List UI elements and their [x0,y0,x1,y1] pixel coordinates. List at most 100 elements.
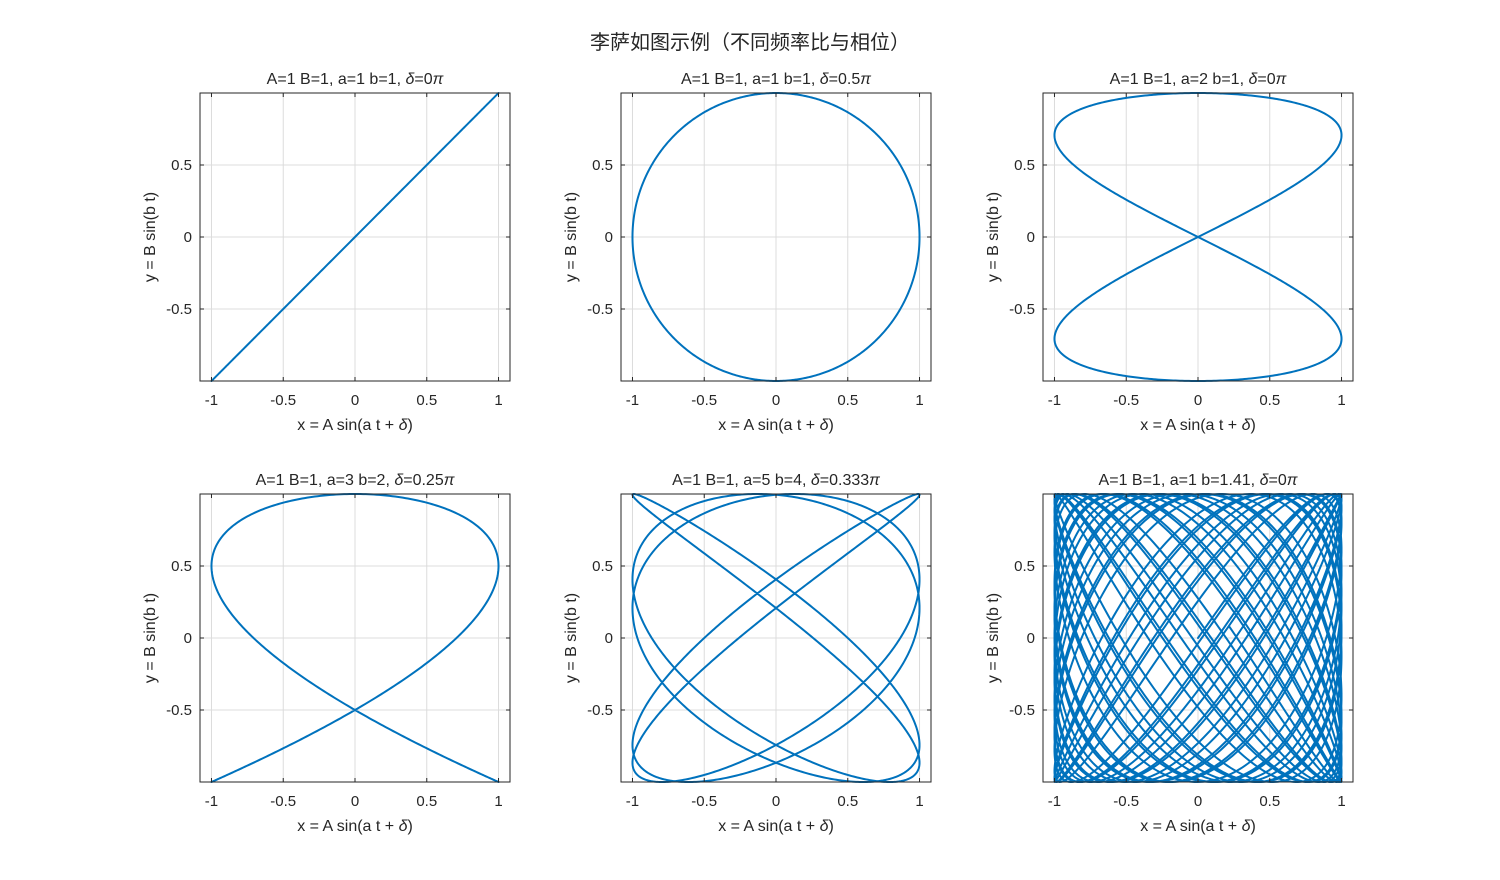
x-axis-label-part: x = A sin(a t + [297,417,398,434]
y-axis-label: y = B sin(b t) [142,593,159,683]
x-tick-label: 0 [351,793,359,810]
y-tick-label: -0.5 [1009,702,1035,719]
subplot-title: A=1 B=1, a=2 b=1, δ=0π [1110,71,1287,88]
x-tick-label: 0 [1194,392,1202,409]
subplot-title-part: =0 [1268,472,1286,489]
y-axis-label: y = B sin(b t) [985,593,1002,683]
subplot-title-part: δ [405,71,415,88]
subplot-title-part: A=1 B=1, a=3 b=2, [256,472,395,489]
x-axis-label-part: δ [820,818,830,835]
x-tick-label: -0.5 [691,793,717,810]
subplot-title-part: A=1 B=1, a=2 b=1, [1110,71,1249,88]
y-tick-label: 0.5 [171,157,192,174]
subplot-title-part: π [433,71,444,88]
subplot-3: -1 -0.5 0 0.5 1-0.500.5A=1 B=1, a=2 b=1, δ=0… [985,71,1354,434]
x-axis-label-part: δ [399,818,409,835]
lissajous-curve [631,493,921,783]
subplot-title: A=1 B=1, a=1 b=1, δ=0.5π [681,71,871,88]
x-axis-label-part: ) [828,417,833,434]
subplot-6: -1 -0.5 0 0.5 1 -0.5 0 0.5 A=1 B=1, a=1 b=1.41, … [985,472,1354,835]
x-tick-label: -1 [626,392,639,409]
lissajous-curve [1053,493,1343,783]
lissajous-curve [210,493,500,783]
y-tick-label: 0.5 [1014,157,1035,174]
x-tick-label: -0.5 [1113,392,1139,409]
y-tick-label: 0 [184,229,192,246]
x-axis-label-part: x = A sin(a t + [297,818,398,835]
subplot-title: A=1 B=1, a=1 b=1, δ=0π [267,71,444,88]
x-tick-label: -0.5 [1113,793,1139,810]
subplot-title-part: δ [820,71,830,88]
x-axis-label-part: δ [1242,818,1252,835]
x-tick-label: -0.5 [691,392,717,409]
subplot-title-part: δ [1248,71,1258,88]
subplot-title-part: =0 [1257,71,1275,88]
x-axis-label: x = A sin(a t + δ) [1140,818,1256,835]
y-tick-label: 0 [605,229,613,246]
subplot-2: -1 -0.5 0 0.5 1-0.500.5A=1 B=1, a=1 b=1, δ=0… [563,71,932,434]
lissajous-curve [210,92,500,382]
y-tick-label: 0.5 [592,157,613,174]
y-axis-label: y = B sin(b t) [563,593,580,683]
x-axis-label-part: δ [399,417,409,434]
x-axis-label-part: x = A sin(a t + [1140,818,1241,835]
x-tick-label: -1 [205,392,218,409]
subplot-title-part: π [860,71,871,88]
x-tick-label: 0 [351,392,359,409]
x-axis-label-part: ) [828,818,833,835]
x-tick-label: 0.5 [416,793,437,810]
x-axis-label: x = A sin(a t + δ) [718,818,834,835]
subplot-title-part: =0.25 [403,472,444,489]
subplot-title-part: δ [394,472,404,489]
x-tick-label: 0 [1194,793,1202,810]
x-axis-label-part: x = A sin(a t + [718,417,819,434]
subplot-title: A=1 B=1, a=3 b=2, δ=0.25π [256,472,455,489]
subplot-title: A=1 B=1, a=5 b=4, δ=0.333π [672,472,880,489]
y-tick-label: 0.5 [1014,558,1035,575]
y-axis-label: y = B sin(b t) [563,192,580,282]
x-tick-label: -0.5 [270,793,296,810]
subplot-title-part: =0.5 [829,71,861,88]
subplot-4: -1 -0.5 0 0.5 1-0.500.5A=1 B=1, a=3 b=2, δ=0… [142,472,511,835]
y-tick-label: -0.5 [166,301,192,318]
subplot-title-part: A=1 B=1, a=5 b=4, [672,472,811,489]
y-tick-label: -0.5 [1009,301,1035,318]
x-axis-label-part: x = A sin(a t + [1140,417,1241,434]
x-axis-label-part: δ [1242,417,1252,434]
lissajous-curve [631,92,921,382]
x-tick-label: 0.5 [1259,392,1280,409]
x-tick-label: 1 [915,793,923,810]
y-tick-label: -0.5 [166,702,192,719]
subplot-title: A=1 B=1, a=1 b=1.41, δ=0π [1099,472,1298,489]
x-axis-label-part: ) [1250,417,1255,434]
subplot-title-part: A=1 B=1, a=1 b=1, [267,71,406,88]
x-tick-label: 1 [494,793,502,810]
y-axis-label: y = B sin(b t) [142,192,159,282]
x-tick-label: -0.5 [270,392,296,409]
x-axis-label-part: δ [820,417,830,434]
subplot-title-part: π [1287,472,1298,489]
x-axis-label-part: ) [407,417,412,434]
subplot-5: -1 -0.5 0 0.5 1-0.500.5A=1 B=1, a=5 b=4, δ=0… [563,472,932,835]
x-axis-label: x = A sin(a t + δ) [297,818,413,835]
subplot-title-part: A=1 B=1, a=1 b=1.41, [1099,472,1260,489]
x-tick-label: 0.5 [1259,793,1280,810]
subplot-title-part: =0.333 [820,472,869,489]
x-tick-label: 0.5 [837,793,858,810]
x-tick-label: 1 [1337,793,1345,810]
y-tick-label: 0 [1027,229,1035,246]
subplot-title-part: δ [1260,472,1270,489]
x-tick-label: -1 [1048,793,1061,810]
y-tick-label: 0 [1027,630,1035,647]
x-tick-label: 1 [1337,392,1345,409]
y-tick-label: 0.5 [592,558,613,575]
x-axis-label-part: ) [407,818,412,835]
x-tick-label: -1 [626,793,639,810]
x-tick-label: 0 [772,793,780,810]
y-tick-label: 0 [184,630,192,647]
subplot-title-part: π [444,472,455,489]
x-tick-label: 0 [772,392,780,409]
subplot-title-part: δ [811,472,821,489]
